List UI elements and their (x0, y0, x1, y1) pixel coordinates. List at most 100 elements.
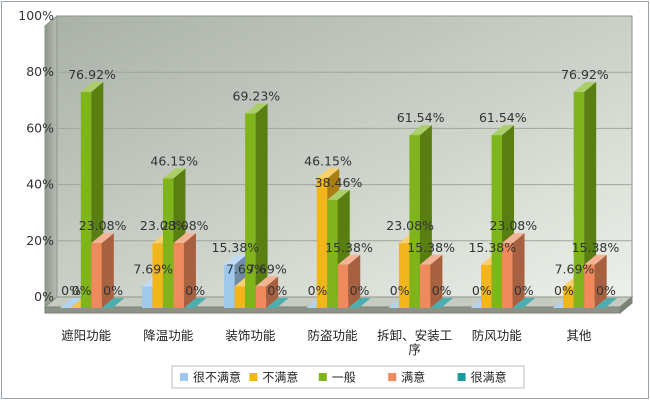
bar-front (419, 264, 431, 308)
bar-side (594, 254, 607, 308)
data-label: 0% (596, 283, 616, 298)
bar-front (245, 113, 256, 308)
bar-front (481, 264, 492, 308)
bar[interactable] (573, 81, 597, 308)
legend-label: 很不满意 (193, 370, 241, 385)
bar[interactable] (245, 103, 268, 308)
bar-top (491, 125, 515, 136)
data-label: 15.38% (407, 240, 455, 255)
data-label: 7.69% (133, 261, 173, 276)
legend-label: 不满意 (262, 370, 298, 385)
data-label: 0% (185, 283, 205, 298)
bar-top (255, 276, 279, 287)
x-category-label: 防盗功能 (307, 328, 358, 343)
bar-front (234, 286, 246, 308)
bar-top (327, 189, 350, 200)
data-label: 15.38% (468, 240, 516, 255)
data-label: 23.08% (140, 218, 188, 233)
bar[interactable] (584, 254, 607, 308)
bar-side (584, 81, 597, 308)
bar[interactable] (255, 276, 279, 308)
x-category-label-line: 拆卸、安装工 (377, 328, 452, 343)
bar-top (584, 254, 607, 265)
bar[interactable] (266, 298, 289, 308)
x-category-label: 拆卸、安装工序 (377, 328, 452, 357)
bar[interactable] (91, 233, 114, 308)
legend-swatch (388, 373, 397, 381)
bar-top (512, 298, 536, 308)
legend-label: 一般 (332, 370, 356, 385)
bar[interactable] (512, 298, 536, 308)
bar-side (266, 276, 279, 308)
legend-label: 满意 (401, 370, 425, 385)
y-tick-label: 0% (34, 289, 54, 304)
bar-front (337, 264, 349, 308)
bar-top (101, 298, 125, 308)
data-label: 7.69% (247, 261, 287, 276)
bar-top (430, 298, 453, 308)
bar-top (419, 254, 443, 265)
bar-top (266, 298, 289, 308)
bar-front (491, 135, 503, 308)
bar[interactable] (430, 298, 453, 308)
legend-swatch (249, 373, 258, 381)
x-category-label: 降温功能 (143, 328, 194, 343)
data-label: 38.46% (315, 175, 363, 190)
bar[interactable] (59, 298, 83, 308)
data-label: 23.08% (161, 218, 209, 233)
x-category-label: 装饰功能 (225, 328, 276, 343)
bar-front (398, 243, 410, 308)
bar-front (80, 91, 92, 308)
bar-front (563, 286, 574, 308)
bar-top (173, 233, 196, 244)
y-tick-label: 100% (18, 8, 54, 23)
bar-front (173, 243, 184, 308)
y-tick-label: 40% (26, 177, 54, 192)
data-label: 0% (554, 283, 574, 298)
bar-front (502, 243, 513, 308)
bar-front (327, 199, 338, 308)
bar-top (348, 298, 371, 308)
data-label: 7.69% (555, 261, 595, 276)
data-label: 15.38% (212, 240, 260, 255)
data-label: 0% (308, 283, 328, 298)
data-label: 0% (432, 283, 452, 298)
bar-side (348, 254, 361, 308)
plot-side-wall (44, 14, 58, 309)
plot-floor-side (619, 295, 633, 315)
data-label: 61.54% (397, 110, 445, 125)
y-tick-label: 20% (26, 233, 54, 248)
x-category-label: 防风功能 (472, 328, 523, 343)
legend-swatch (457, 373, 466, 381)
data-label: 0% (514, 283, 534, 298)
data-label: 69.23% (233, 88, 281, 103)
data-label: 46.15% (150, 153, 198, 168)
bar[interactable] (348, 298, 371, 308)
bar-front (255, 286, 267, 308)
bar[interactable] (101, 298, 125, 308)
bar-top (59, 298, 83, 308)
bar-top (337, 254, 361, 265)
bar-side (255, 103, 268, 308)
legend-box (171, 365, 525, 389)
bar-top (594, 298, 618, 308)
legend-swatch (318, 373, 327, 381)
data-label: 0% (103, 283, 123, 298)
bar-front (573, 91, 585, 308)
bar[interactable] (594, 298, 618, 308)
data-label: 23.08% (79, 218, 127, 233)
bar[interactable] (173, 233, 196, 308)
bar-top (502, 233, 525, 244)
bar[interactable] (337, 254, 361, 308)
bar-top (91, 233, 114, 244)
legend-swatch (180, 373, 188, 381)
x-category-label-line: 序 (408, 342, 421, 357)
bar[interactable] (502, 233, 525, 308)
bar[interactable] (419, 254, 443, 308)
x-category-label: 遮阳功能 (61, 328, 112, 343)
bar-top (80, 81, 104, 92)
data-label: 0% (267, 283, 287, 298)
bar[interactable] (183, 298, 207, 308)
